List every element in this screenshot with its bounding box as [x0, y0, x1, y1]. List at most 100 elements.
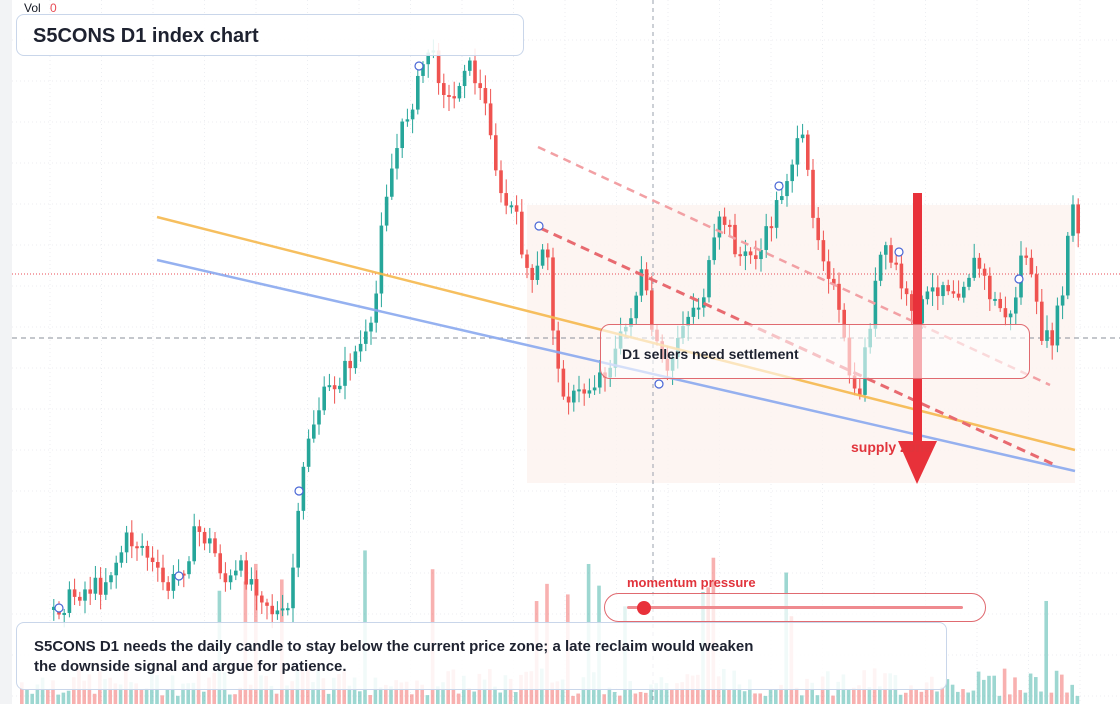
volume-bar: [1028, 673, 1033, 704]
volume-bar: [956, 691, 960, 704]
candle-body: [234, 570, 238, 576]
candle-body: [166, 582, 170, 591]
volume-bar: [46, 689, 50, 704]
candle-body: [878, 254, 883, 281]
volume-bar: [857, 685, 861, 704]
candle-body: [395, 148, 399, 169]
volume-bar: [472, 691, 476, 704]
volume-bar: [139, 689, 144, 704]
candle-body: [920, 299, 924, 324]
candle-body: [587, 390, 592, 394]
candle-body: [748, 251, 753, 256]
candle-body: [858, 388, 862, 395]
volume-bar: [1034, 677, 1038, 704]
candle-body: [842, 309, 846, 338]
volume-bar: [607, 687, 612, 704]
candle-body: [889, 245, 893, 263]
candle-body: [343, 360, 347, 386]
signal-marker: [654, 379, 664, 389]
candle-body: [691, 307, 696, 317]
candle-body: [265, 602, 269, 606]
volume-bar: [389, 686, 393, 704]
volume-bar: [909, 685, 913, 704]
candle-body: [1034, 274, 1039, 302]
volume-bar: [40, 677, 45, 704]
candle-body: [452, 96, 456, 99]
candle-body: [286, 608, 290, 611]
volume-bar: [20, 682, 24, 704]
candle-body: [244, 560, 248, 585]
signal-marker: [414, 61, 424, 71]
candle-body: [488, 103, 493, 136]
volume-bar: [92, 693, 97, 704]
candle-body: [182, 573, 186, 576]
candle-body: [145, 545, 150, 558]
volume-bar: [831, 695, 835, 704]
volume-bar: [66, 690, 71, 704]
volume-bar: [191, 682, 196, 704]
volume-bar: [113, 683, 118, 704]
candle-body: [936, 287, 940, 297]
candle-body: [530, 267, 534, 280]
candle-body: [317, 410, 321, 425]
candle-body: [696, 307, 701, 310]
volume-bar: [347, 685, 352, 704]
volume-bar: [618, 695, 622, 704]
candle-body: [738, 254, 742, 257]
candle-body: [930, 287, 935, 292]
candle-body: [551, 257, 555, 331]
candle-body: [254, 579, 259, 596]
candle-body: [800, 134, 805, 139]
candle-body: [78, 596, 82, 601]
momentum-knob[interactable]: [636, 601, 651, 615]
volume-bar: [410, 694, 414, 704]
volume-bar: [680, 682, 684, 704]
candle-body: [832, 278, 836, 284]
candle-body: [327, 385, 332, 388]
candle-body: [743, 251, 748, 256]
volume-bar: [794, 687, 799, 704]
volume-bar: [633, 693, 638, 704]
volume-bar: [810, 682, 814, 704]
volume-bar: [654, 683, 658, 704]
volume-bar: [628, 681, 632, 704]
volume-bar: [134, 683, 138, 704]
volume-bar: [779, 684, 783, 704]
candle-body: [135, 546, 139, 549]
candle-body: [312, 424, 316, 439]
candle-body: [525, 254, 529, 268]
candle-body: [1014, 297, 1018, 314]
candle-body: [795, 138, 800, 165]
volume-bar: [638, 691, 643, 704]
candle-body: [202, 531, 207, 544]
volume-bar: [467, 688, 471, 704]
candle-body: [332, 385, 337, 390]
volume-bar: [919, 691, 924, 704]
note-text: S5CONS D1 needs the daily candle to stay…: [34, 638, 754, 675]
candle-body: [213, 538, 217, 554]
volume-bar: [72, 677, 76, 704]
volume-bar: [202, 691, 206, 704]
candle-body: [1076, 204, 1080, 234]
candle-body: [998, 298, 1002, 309]
candle-body: [707, 260, 711, 298]
candle-body: [925, 291, 930, 300]
momentum-track: [627, 606, 963, 609]
volume-bar: [1008, 694, 1012, 704]
candle-body: [52, 606, 56, 610]
candle-body: [806, 134, 810, 170]
volume-bar: [1044, 600, 1048, 704]
candle-body: [556, 330, 560, 369]
volume-bar: [924, 682, 929, 704]
candle-body: [712, 237, 716, 261]
volume-bar: [129, 682, 133, 704]
candle-body: [826, 261, 831, 279]
candle-body: [577, 389, 581, 392]
candle-body: [358, 343, 363, 352]
candle-body: [540, 249, 545, 266]
candle-body: [369, 322, 373, 332]
volume-bar: [1075, 695, 1080, 704]
volume-bar: [815, 695, 820, 704]
volume-bar: [742, 691, 747, 704]
candle-body: [197, 526, 202, 532]
